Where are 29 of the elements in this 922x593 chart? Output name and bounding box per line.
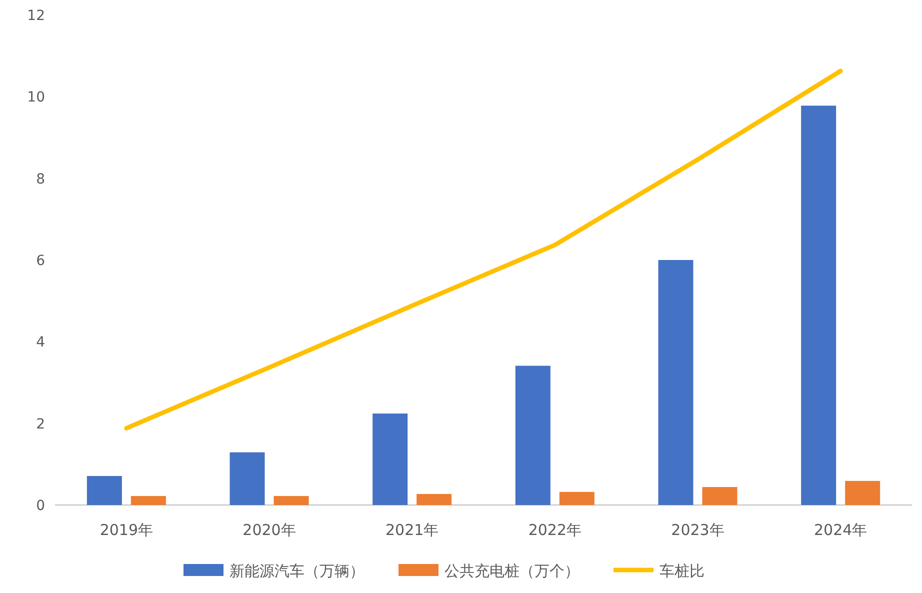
y-tick-label: 2 [36, 416, 45, 432]
bar [274, 496, 309, 505]
bar [416, 494, 452, 505]
bar [658, 260, 694, 505]
legend-label: 公共充电桩（万个） [444, 562, 580, 580]
x-tick-label: 2020年 [242, 521, 296, 539]
bar [130, 496, 166, 505]
legend-label: 车桩比 [660, 562, 704, 580]
bar [86, 476, 122, 505]
x-tick-label: 2021年 [385, 521, 439, 539]
x-tick-label: 2019年 [100, 521, 154, 539]
bar [801, 106, 836, 505]
bar [515, 366, 550, 505]
y-tick-label: 8 [36, 171, 45, 188]
bar [559, 492, 594, 505]
y-tick-label: 10 [27, 90, 45, 106]
x-tick-label: 2022年 [528, 521, 582, 539]
bar [372, 414, 408, 505]
x-tick-label: 2023年 [671, 521, 724, 539]
bar [845, 480, 880, 505]
x-tick-label: 2024年 [814, 521, 868, 539]
line-series [124, 68, 843, 430]
y-tick-label: 12 [27, 8, 45, 24]
bar [702, 487, 738, 505]
legend-label: 新能源汽车（万辆） [230, 562, 364, 580]
y-tick-label: 6 [36, 253, 46, 269]
y-tick-label: 0 [36, 498, 45, 514]
y-tick-label: 4 [36, 334, 46, 351]
bar [230, 452, 265, 505]
